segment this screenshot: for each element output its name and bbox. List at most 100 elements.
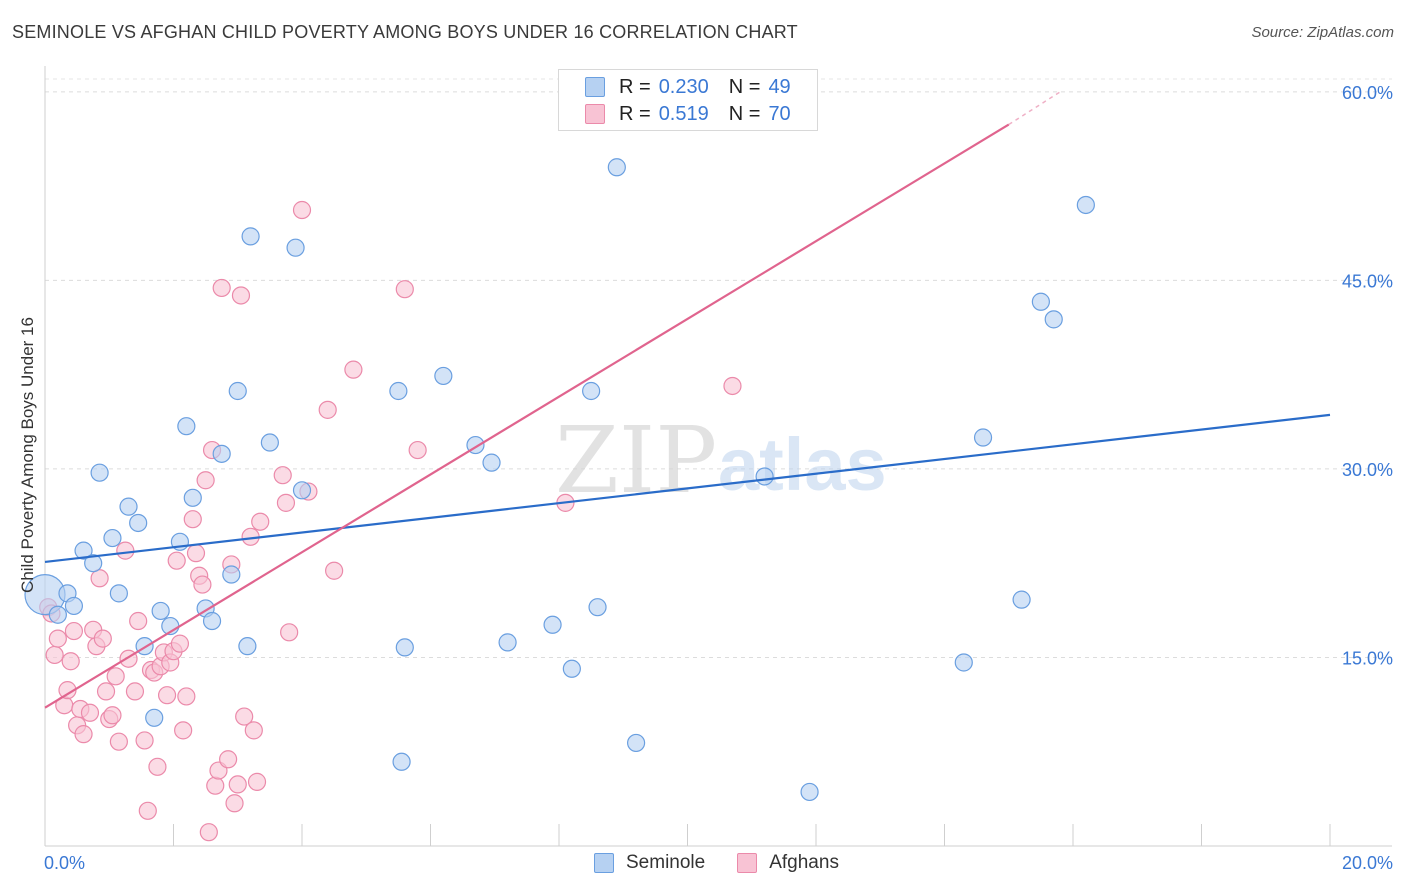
afghans-point (93, 629, 112, 648)
seminole-point (395, 638, 414, 657)
afghans-point (109, 732, 128, 751)
seminole-point (183, 488, 202, 507)
seminole-point (1012, 590, 1031, 609)
seminole-n-value: 49 (768, 75, 791, 98)
seminole-point (260, 433, 279, 452)
seminole-point (392, 752, 411, 771)
afghans-point (395, 280, 414, 299)
afghans-point (90, 569, 109, 588)
n-label: N = (728, 75, 761, 98)
afghans-point (116, 541, 135, 560)
chart-title: SEMINOLE VS AFGHAN CHILD POVERTY AMONG B… (12, 22, 798, 42)
afghans-point (64, 621, 84, 641)
y-tick-label: 60.0% (1342, 83, 1393, 103)
afghans-point (129, 611, 148, 631)
seminole-point (238, 637, 257, 656)
x-tick-label-max: 20.0% (1342, 853, 1393, 873)
afghans-point (74, 725, 93, 744)
afghans-n-value: 70 (768, 102, 791, 125)
r-label: R = (619, 102, 651, 125)
y-axis-label: Child Poverty Among Boys Under 16 (18, 317, 37, 593)
seminole-legend-label: Seminole (626, 852, 706, 873)
afghans-point (325, 561, 344, 580)
afghans-point (723, 376, 742, 396)
seminole-point (1031, 292, 1050, 311)
afghans-point (251, 512, 270, 531)
afghans-point (170, 634, 190, 653)
afghans-point (80, 703, 100, 722)
seminole-point (498, 633, 517, 652)
watermark-atlas: atlas (718, 423, 887, 506)
seminole-point (755, 467, 774, 486)
watermark: ZIP atlas (555, 407, 887, 514)
seminole-point (607, 158, 626, 177)
afghans-trend-extension (1008, 91, 1061, 126)
seminole-point (145, 708, 164, 727)
seminole-point (129, 513, 148, 533)
seminole-point (177, 417, 196, 436)
y-tick-label: 15.0% (1342, 648, 1393, 668)
afghans-point (276, 493, 296, 512)
n-label: N = (728, 102, 761, 125)
afghans-point (244, 721, 263, 740)
seminole-point (212, 444, 231, 463)
seminole-point (84, 554, 103, 573)
seminole-point (434, 366, 453, 386)
afghans-point (225, 794, 244, 813)
y-tick-label: 30.0% (1342, 460, 1393, 480)
seminole-legend-swatch (594, 853, 614, 873)
afghans-legend-label: Afghans (769, 852, 839, 873)
seminole-point (588, 598, 607, 617)
afghans-point (135, 731, 154, 750)
axes (44, 66, 1392, 847)
seminole-point (103, 528, 122, 548)
afghans-point (247, 772, 267, 791)
afghans-point (138, 801, 157, 820)
tick-labels: 15.0% 30.0% 45.0% 60.0% 0.0% 20.0% (44, 83, 1393, 873)
afghans-r-value: 0.519 (658, 102, 709, 125)
afghans-point (183, 510, 202, 529)
legend-item-seminole[interactable]: Seminole (594, 852, 705, 874)
afghans-point (125, 682, 145, 701)
afghans-point (344, 360, 363, 379)
afghans-points (39, 200, 742, 842)
seminole-point (292, 481, 312, 500)
seminole-point (800, 782, 819, 802)
afghans-point (219, 750, 238, 769)
seminole-point (543, 615, 562, 634)
legend-row-seminole: R = 0.230 N = 49 (585, 74, 791, 100)
seminole-trend-line (44, 413, 1331, 564)
afghans-point (48, 629, 67, 648)
afghans-trend-line (44, 123, 1010, 709)
r-label: R = (619, 75, 651, 98)
afghans-point (193, 575, 212, 594)
afghans-point (199, 823, 218, 842)
x-tick-label-min: 0.0% (44, 853, 85, 873)
afghans-point (103, 706, 122, 725)
seminole-point (228, 381, 247, 401)
seminole-point (973, 428, 993, 447)
afghans-legend-swatch (737, 853, 758, 873)
seminole-point (74, 541, 93, 560)
seminole-point (1076, 195, 1095, 215)
stats-legend: R = 0.230 N = 49 R = 0.519 N = 70 (558, 69, 818, 131)
seminole-point (202, 611, 222, 631)
afghans-point (273, 466, 292, 485)
y-tick-label: 45.0% (1342, 271, 1393, 291)
seminole-point (241, 227, 260, 246)
seminole-point (119, 497, 138, 516)
seminole-point (286, 238, 305, 257)
afghans-point (231, 286, 251, 305)
seminole-point (48, 605, 67, 624)
afghans-point (206, 776, 225, 795)
afghans-point (196, 471, 215, 490)
seminole-point (389, 381, 408, 401)
afghans-point (61, 652, 80, 671)
afghans-point (235, 707, 254, 726)
afghans-point (174, 721, 193, 740)
legend-item-afghans[interactable]: Afghans (737, 852, 839, 874)
afghans-point (408, 440, 427, 460)
afghans-point (167, 551, 186, 570)
afghans-point (280, 623, 299, 642)
afghans-point (157, 686, 177, 705)
